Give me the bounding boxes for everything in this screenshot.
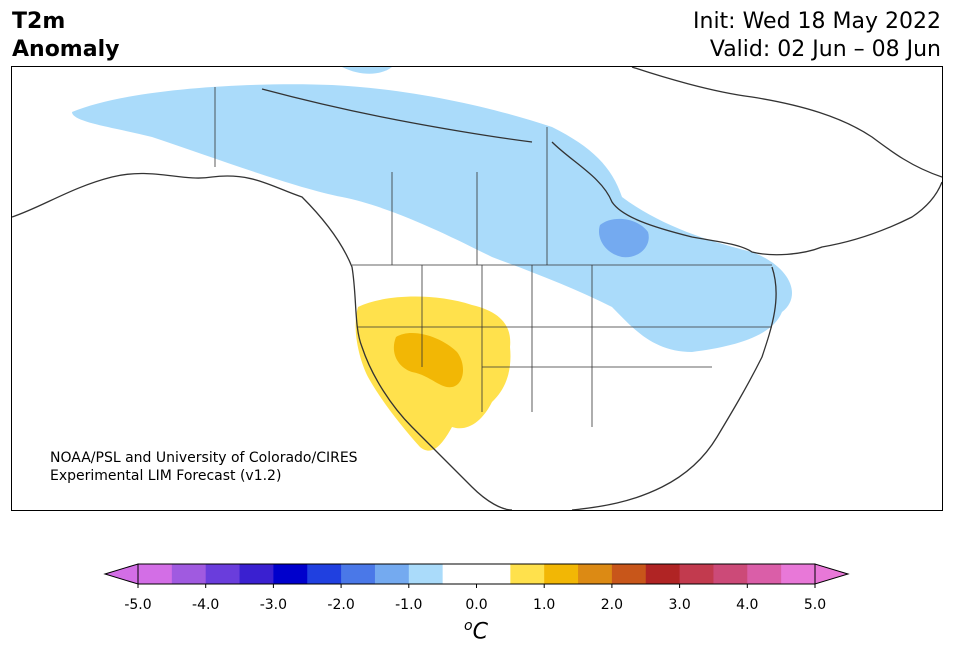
colorbar-tick-label: 0.0 [465,597,488,613]
colorbar-tick-label: 4.0 [736,597,759,613]
colorbar-segment [307,564,342,584]
colorbar-segment [578,564,613,584]
colorbar-segment [374,564,410,584]
colorbar-tick-label: 2.0 [600,597,624,613]
colorbar-segment [205,564,241,584]
title-variable: T2m [12,9,66,34]
colorbar-segment [645,564,681,584]
strong-cold-region [598,218,649,258]
colorbar-segments [138,564,816,584]
colorbar-tick-label: -5.0 [124,597,152,613]
credit-line-1: NOAA/PSL and University of Colorado/CIRE… [50,450,358,466]
colorbar-under-triangle [103,563,139,585]
forecast-dates: Init: Wed 18 May 2022 Valid: 02 Jun – 08… [693,8,941,64]
colorbar-tick-label: 3.0 [668,597,691,613]
strong-warm-region [393,332,464,388]
init-date: Init: Wed 18 May 2022 [693,9,941,34]
title-block: T2m Anomaly [12,8,119,64]
colorbar-tick-label: -1.0 [395,597,423,613]
colorbar-tick-label: -4.0 [192,597,220,613]
colorbar-tick-label: 1.0 [533,597,556,613]
coastlines [12,67,942,510]
unit-degree: o [464,618,473,634]
colorbar-segment [544,564,579,584]
colorbar-tick-label: -2.0 [327,597,355,613]
colorbar-tick-label: -3.0 [259,597,288,613]
colorbar-segment [781,564,816,584]
unit-symbol: C [472,619,488,645]
colorbar-segment [679,564,714,584]
colorbar-segment [713,564,748,584]
colorbar-over-triangle [814,563,850,585]
colorbar-segment [341,564,376,584]
colorbar-segment [171,564,207,584]
credit-text: NOAA/PSL and University of Colorado/CIRE… [50,449,358,485]
map-svg [12,67,942,510]
colorbar [103,563,850,588]
valid-range: Valid: 02 Jun – 08 Jun [709,37,941,62]
colorbar-segment [408,564,444,584]
colorbar-ticks [137,584,816,588]
colorbar-segment [442,564,477,584]
borders [214,87,772,427]
colorbar-segment [510,564,545,584]
colorbar-segment [273,564,308,584]
colorbar-segment [476,564,511,584]
colorbar-segment [138,564,173,584]
anomaly-map: NOAA/PSL and University of Colorado/CIRE… [11,66,943,511]
credit-line-2: Experimental LIM Forecast (v1.2) [50,468,282,484]
colorbar-tick-label: 5.0 [803,597,827,613]
colorbar-segment [239,564,274,584]
cold-anomaly-region [72,84,792,352]
colorbar-segment [747,564,782,584]
title-anomaly: Anomaly [12,37,120,62]
unit-label: oC [464,618,488,644]
cold-anomaly-north [342,67,392,74]
colorbar-segment [611,564,647,584]
